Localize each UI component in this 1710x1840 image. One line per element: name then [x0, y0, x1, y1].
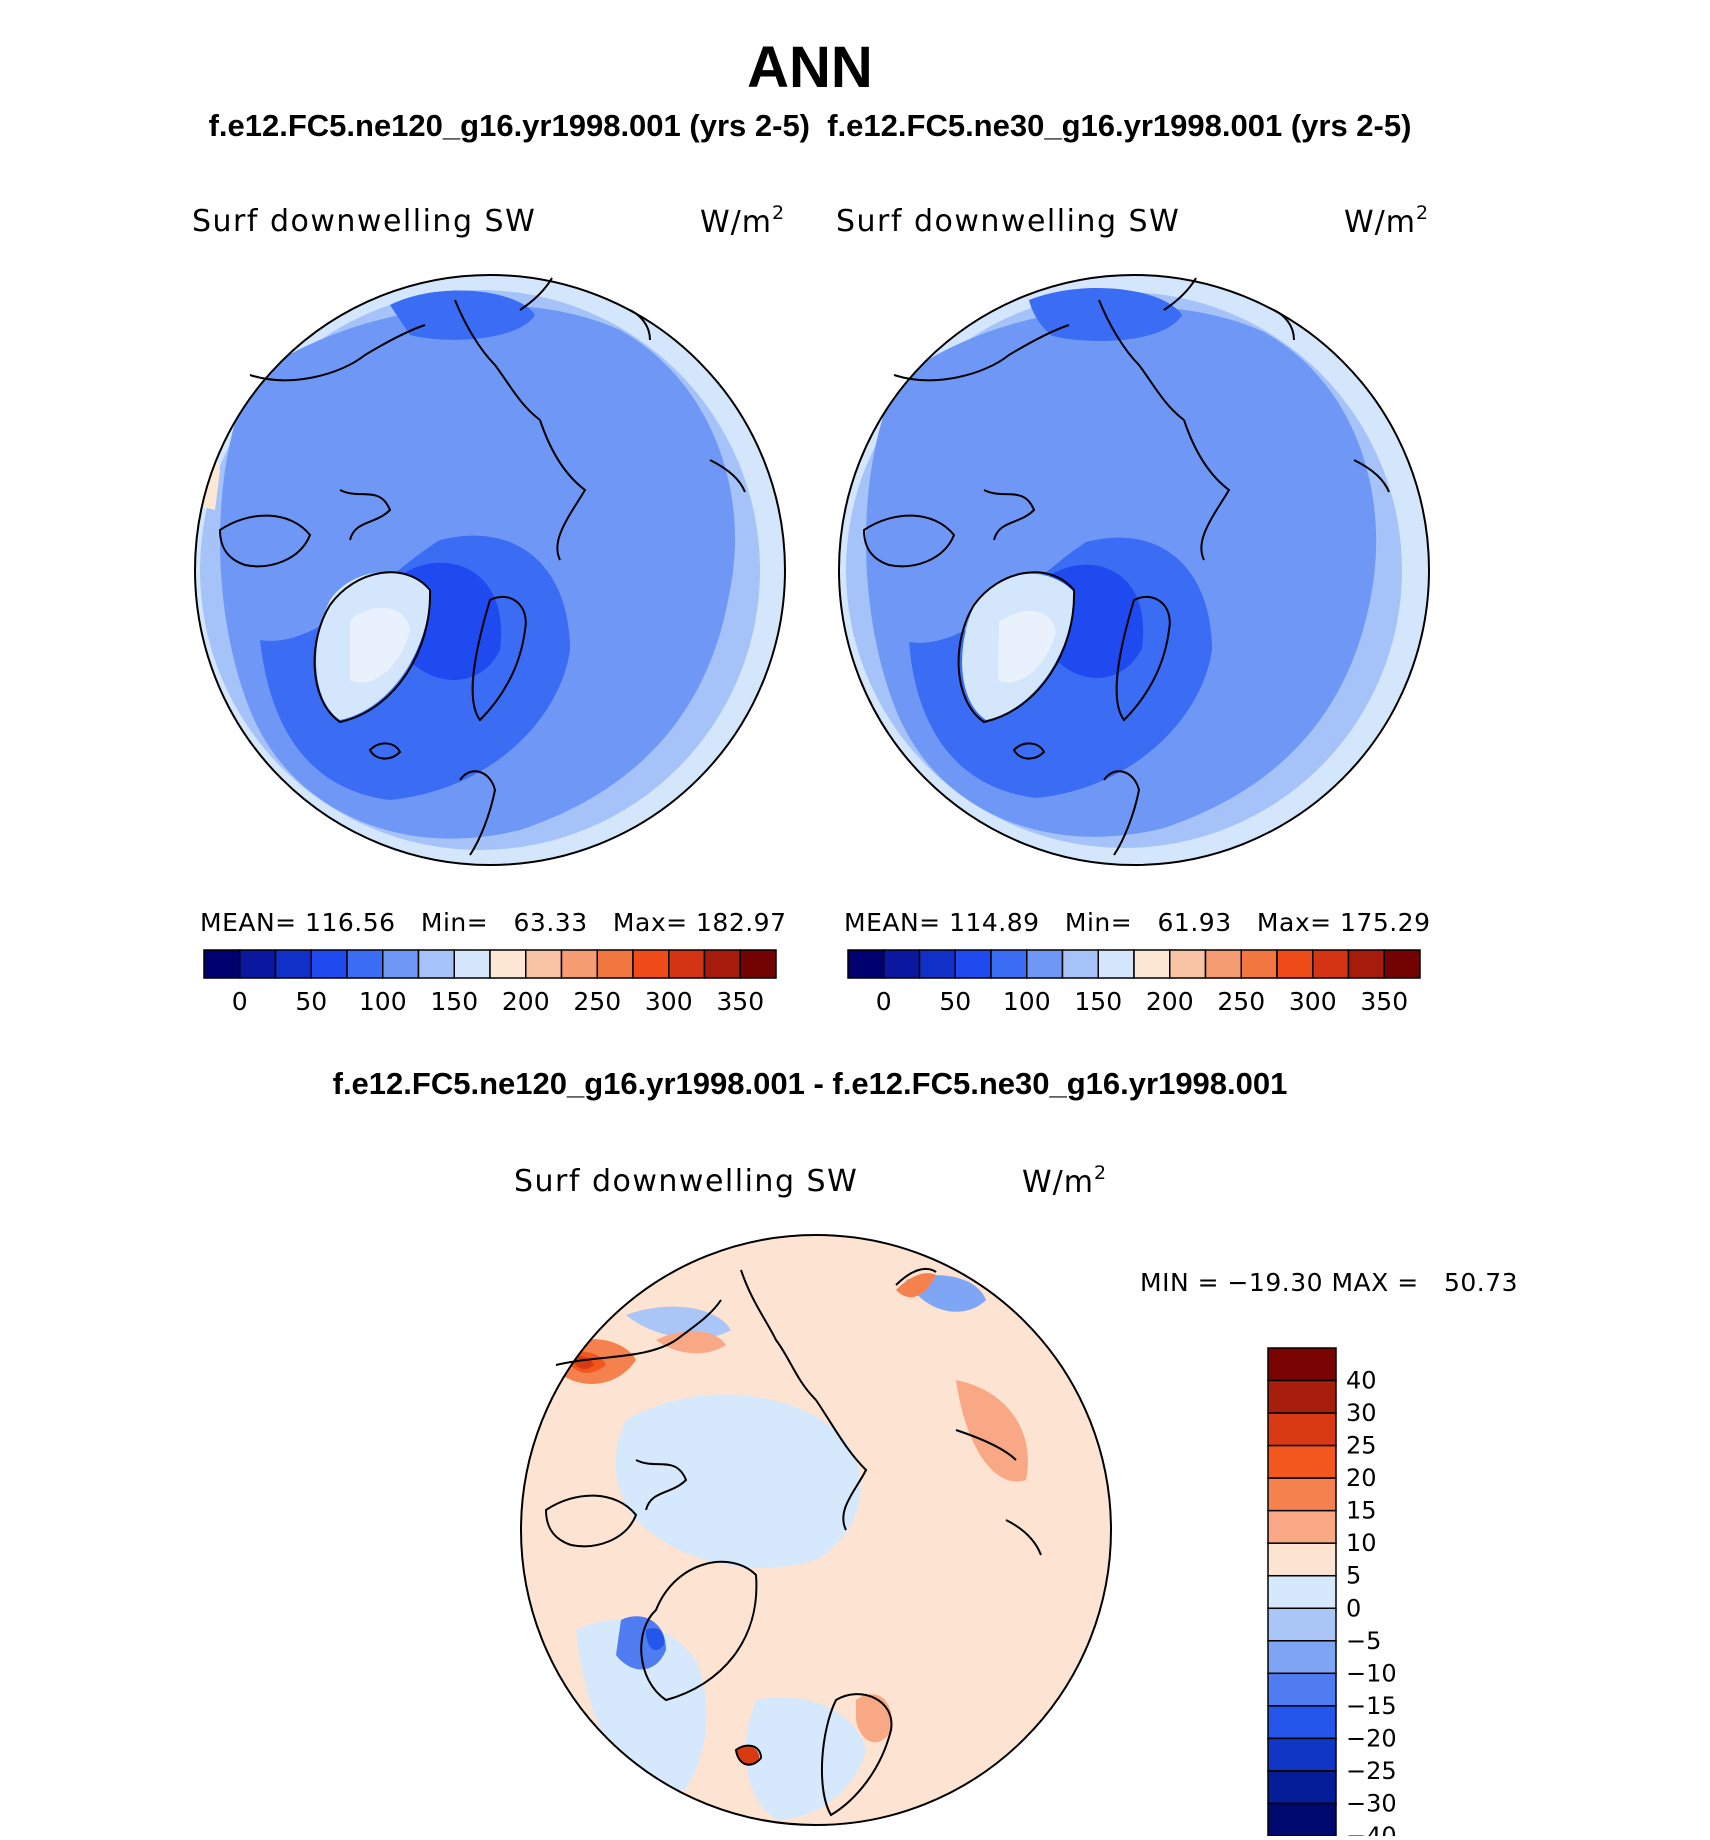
panel-2-colorbar-tick-label: 250 — [1217, 987, 1265, 1016]
panel-2-colorbar-box — [1312, 949, 1350, 979]
panel-3-colorbar-box — [1267, 1477, 1337, 1512]
panel-1-colorbar-tick-label: 150 — [430, 987, 478, 1016]
panel-2-colorbar-box — [1383, 949, 1421, 979]
panel-1-colorbar-box — [560, 949, 598, 979]
panel-1-colorbar-box — [346, 949, 384, 979]
panel-2-colorbar-tick-label: 50 — [939, 987, 971, 1016]
case-titles: f.e12.FC5.ne120_g16.yr1998.001 (yrs 2-5)… — [208, 108, 1412, 143]
panel-2-variable-label: Surf downwelling SW — [836, 204, 1181, 239]
panel-2-colorbar-tick-label: 300 — [1289, 987, 1337, 1016]
panel-1-colorbar-box — [417, 949, 455, 979]
panel-2-colorbar-tick-label: 150 — [1074, 987, 1122, 1016]
panel-1-colorbar-tick-label: 350 — [716, 987, 764, 1016]
panel-2-colorbar-box — [1133, 949, 1171, 979]
panel-1-colorbar-tick-label: 300 — [645, 987, 693, 1016]
panel-3-colorbar-box — [1267, 1640, 1337, 1675]
panel-3-colorbar-box — [1267, 1705, 1337, 1740]
panel-3-colorbar-tick-label: 25 — [1346, 1432, 1377, 1460]
panel-3-colorbar-tick-label: 15 — [1346, 1497, 1377, 1525]
panel-1-colorbar-box — [596, 949, 634, 979]
panel-3-colorbar-box — [1267, 1412, 1337, 1447]
panel-3-colorbar: 40 30 25 20 15 10 5 0 −5 −10 −15 −20 −25 −30 −40 — [1267, 1347, 1397, 1836]
panel-3-colorbar-tick-label: 20 — [1346, 1464, 1377, 1492]
panel-2-colorbar-box — [1347, 949, 1385, 979]
panel-2-polar-map — [838, 274, 1430, 866]
panel-1-variable-label: Surf downwelling SW — [192, 204, 537, 239]
panel-2-colorbar: 0 50 100 150 200 250 300 350 — [847, 949, 1421, 1016]
panel-2-colorbar-box — [1276, 949, 1314, 979]
panel-3-colorbar-tick-label: −10 — [1346, 1659, 1397, 1687]
panel-2-colorbar-box — [1204, 949, 1242, 979]
panel-1-colorbar-tick-label: 200 — [502, 987, 550, 1016]
panel-3-colorbar-tick-label: −20 — [1346, 1724, 1397, 1752]
panel-3-colorbar-tick-label: 30 — [1346, 1399, 1377, 1427]
panel-2-colorbar-tick-label: 100 — [1003, 987, 1051, 1016]
panel-3-colorbar-tick-label: −40 — [1346, 1822, 1397, 1836]
panel-3-colorbar-box — [1267, 1672, 1337, 1707]
panel-3-colorbar-tick-label: −15 — [1346, 1692, 1397, 1720]
panel-2-colorbar-box — [1061, 949, 1099, 979]
panel-2-colorbar-tick-label: 200 — [1146, 987, 1194, 1016]
panel-1-colorbar-box — [703, 949, 741, 979]
panel-3-colorbar-tick-label: −5 — [1346, 1627, 1381, 1655]
panel-2-colorbar-box — [990, 949, 1028, 979]
panel-1-colorbar-tick-label: 0 — [232, 987, 248, 1016]
panel-2-colorbar-box — [1240, 949, 1278, 979]
panel-1-colorbar-box — [274, 949, 312, 979]
panel-1-colorbar-tick-label: 50 — [295, 987, 327, 1016]
panel-1-colorbar-box — [525, 949, 563, 979]
panel-1-colorbar-box — [310, 949, 348, 979]
panel-1-colorbar-box — [382, 949, 420, 979]
panel-3-colorbar-box — [1267, 1607, 1337, 1642]
panel-1-colorbar-box — [203, 949, 241, 979]
panel-3-colorbar-tick-label: 40 — [1346, 1367, 1377, 1395]
panel-2-colorbar-tick-label: 0 — [876, 987, 892, 1016]
panel-3-colorbar-box — [1267, 1542, 1337, 1577]
panel-1-colorbar-box — [632, 949, 670, 979]
panel-2-colorbar-tick-label: 350 — [1360, 987, 1408, 1016]
panel-3-colorbar-box — [1267, 1770, 1337, 1805]
panel-3-stats: MIN = −19.30 MAX = 50.73 — [1140, 1268, 1519, 1297]
panel-2-stats: MEAN= 114.89 Min= 61.93 Max= 175.29 — [844, 908, 1431, 937]
panel-3-colorbar-box — [1267, 1802, 1337, 1836]
panel-1-colorbar-box — [489, 949, 527, 979]
panel-2-colorbar-box — [1026, 949, 1064, 979]
panel-3-colorbar-box — [1267, 1737, 1337, 1772]
figure-title: ANN — [747, 35, 873, 100]
panel-3-colorbar-tick-label: 5 — [1346, 1562, 1361, 1590]
panel-1-colorbar-box — [739, 949, 777, 979]
panel-3-units-label: W/m2 — [1022, 1162, 1108, 1200]
panel-2-colorbar-box — [918, 949, 956, 979]
panel-2-units-label: W/m2 — [1344, 202, 1430, 240]
panel-3-colorbar-tick-label: 10 — [1346, 1529, 1377, 1557]
panel-3-colorbar-box — [1267, 1379, 1337, 1414]
panel-2-colorbar-box — [883, 949, 921, 979]
difference-title: f.e12.FC5.ne120_g16.yr1998.001 - f.e12.F… — [332, 1066, 1288, 1101]
panel-3-colorbar-tick-label: −30 — [1346, 1789, 1397, 1817]
panel-3-colorbar-box — [1267, 1347, 1337, 1382]
panel-1-colorbar-box — [239, 949, 277, 979]
panel-1-colorbar-box — [453, 949, 491, 979]
panel-3-colorbar-tick-label: −25 — [1346, 1757, 1397, 1785]
panel-2-colorbar-box — [954, 949, 992, 979]
panel-3-colorbar-tick-label: 0 — [1346, 1594, 1361, 1622]
panel-1-colorbar-tick-label: 100 — [359, 987, 407, 1016]
panel-1-colorbar-tick-label: 250 — [573, 987, 621, 1016]
panel-3-colorbar-box — [1267, 1444, 1337, 1479]
panel-1-units-label: W/m2 — [700, 202, 786, 240]
panel-1-colorbar-box — [668, 949, 706, 979]
panel-2-colorbar-box — [1097, 949, 1135, 979]
panel-2-colorbar-box — [1169, 949, 1207, 979]
panel-1-colorbar: 0 50 100 150 200 250 300 350 — [203, 949, 777, 1016]
panel-2-colorbar-box — [847, 949, 885, 979]
panel-3-polar-map — [520, 1234, 1112, 1826]
panel-3-colorbar-box — [1267, 1509, 1337, 1544]
panel-3-colorbar-box — [1267, 1574, 1337, 1610]
panel-1-stats: MEAN= 116.56 Min= 63.33 Max= 182.97 — [200, 908, 787, 937]
panel-3-variable-label: Surf downwelling SW — [514, 1164, 859, 1199]
panel-1-polar-map — [194, 274, 786, 866]
